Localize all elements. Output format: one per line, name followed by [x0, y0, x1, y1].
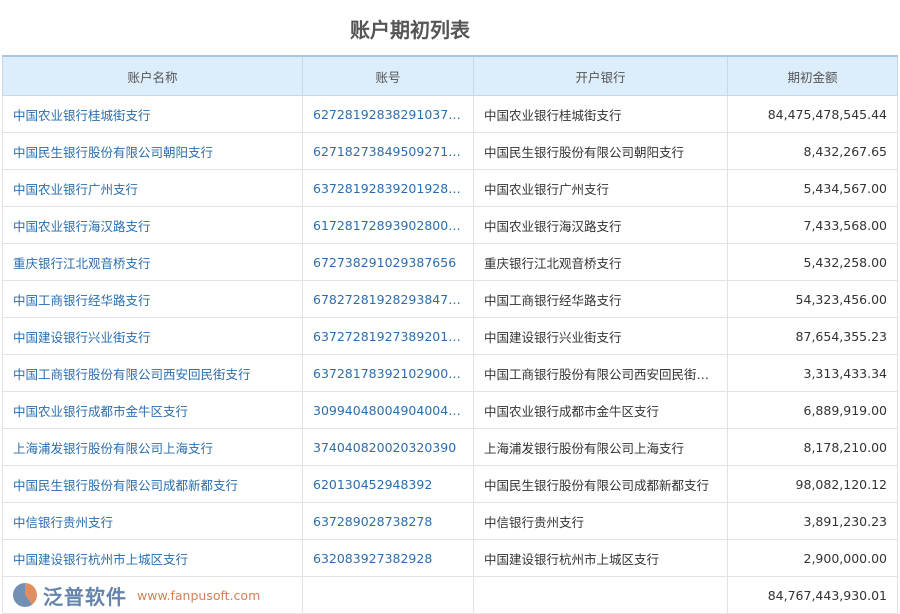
cell-bank: 中国民生银行股份有限公司朝阳支行	[473, 132, 728, 170]
cell-account-name[interactable]: 中国民生银行股份有限公司朝阳支行	[2, 132, 303, 170]
cell-account-number[interactable]: 637289028738278	[302, 502, 474, 540]
cell-account-number[interactable]: 3099404800490400490	[302, 391, 474, 429]
table-row[interactable]: 中国工商银行股份有限公司西安回民街支行 6372817839210290000 中国…	[2, 354, 898, 392]
cell-bank: 中信银行贵州支行	[473, 502, 728, 540]
watermark-url: www.fanpusoft.com	[137, 587, 261, 603]
cell-opening-amount: 2,900,000.00	[727, 539, 898, 577]
cell-account-number[interactable]: 374040820020320390	[302, 428, 474, 466]
cell-account-number[interactable]: 6271827384950927183	[302, 132, 474, 170]
table-row[interactable]: 中信银行贵州支行 637289028738278 中信银行贵州支行 3,891,230…	[2, 502, 898, 540]
cell-opening-amount: 8,178,210.00	[727, 428, 898, 466]
table-row[interactable]: 中国建设银行兴业街支行 6372728192738920192 中国建设银行兴业街支…	[2, 317, 898, 355]
cell-account-number[interactable]: 672738291029387656	[302, 243, 474, 281]
cell-bank: 中国农业银行海汉路支行	[473, 206, 728, 244]
table-row[interactable]: 中国民生银行股份有限公司朝阳支行 6271827384950927183 中国民生银…	[2, 132, 898, 170]
cell-opening-amount: 6,889,919.00	[727, 391, 898, 429]
cell-opening-amount: 7,433,568.00	[727, 206, 898, 244]
table-row[interactable]: 中国建设银行杭州市上城区支行 632083927382928 中国建设银行杭州市上城…	[2, 539, 898, 577]
cell-bank: 中国工商银行经华路支行	[473, 280, 728, 318]
cell-account-name[interactable]: 中国农业银行广州支行	[2, 169, 303, 207]
watermark: 泛普软件 www.fanpusoft.com	[13, 581, 292, 610]
cell-account-number[interactable]: 6272819283829103728	[302, 95, 474, 133]
cell-bank: 中国农业银行成都市金牛区支行	[473, 391, 728, 429]
cell-account-name[interactable]: 中国农业银行海汉路支行	[2, 206, 303, 244]
brand-logo-icon	[13, 583, 37, 607]
cell-account-number[interactable]: 6372819283920192837	[302, 169, 474, 207]
cell-opening-amount: 5,432,258.00	[727, 243, 898, 281]
total-amount: 84,767,443,930.01	[727, 576, 898, 614]
table-row[interactable]: 上海浦发银行股份有限公司上海支行 374040820020320390 上海浦发银行…	[2, 428, 898, 466]
cell-account-number[interactable]: 6372817839210290000	[302, 354, 474, 392]
table-row[interactable]: 中国农业银行桂城街支行 6272819283829103728 中国农业银行桂城街支…	[2, 95, 898, 133]
cell-bank: 重庆银行江北观音桥支行	[473, 243, 728, 281]
table-row[interactable]: 中国农业银行成都市金牛区支行 3099404800490400490 中国农业银行成…	[2, 391, 898, 429]
account-table: 账户名称 账号 开户银行 期初金额 中国农业银行桂城街支行 62728192838…	[2, 55, 898, 614]
cell-account-name[interactable]: 中国农业银行桂城街支行	[2, 95, 303, 133]
cell-opening-amount: 3,313,433.34	[727, 354, 898, 392]
table-row[interactable]: 中国民生银行股份有限公司成都新都支行 620130452948392 中国民生银行股…	[2, 465, 898, 503]
col-opening-amount[interactable]: 期初金额	[727, 55, 898, 96]
cell-account-name[interactable]: 中国农业银行成都市金牛区支行	[2, 391, 303, 429]
cell-account-number[interactable]: 632083927382928	[302, 539, 474, 577]
cell-opening-amount: 5,434,567.00	[727, 169, 898, 207]
cell-bank: 上海浦发银行股份有限公司上海支行	[473, 428, 728, 466]
cell-opening-amount: 8,432,267.65	[727, 132, 898, 170]
cell-bank: 中国民生银行股份有限公司成都新都支行	[473, 465, 728, 503]
cell-account-name[interactable]: 中信银行贵州支行	[2, 502, 303, 540]
table-row[interactable]: 中国农业银行广州支行 6372819283920192837 中国农业银行广州支行 5…	[2, 169, 898, 207]
table-header: 账户名称 账号 开户银行 期初金额	[2, 55, 898, 96]
cell-account-name[interactable]: 中国民生银行股份有限公司成都新都支行	[2, 465, 303, 503]
cell-opening-amount: 87,654,355.23	[727, 317, 898, 355]
cell-bank: 中国建设银行兴业街支行	[473, 317, 728, 355]
cell-account-number[interactable]: 6372728192738920192	[302, 317, 474, 355]
cell-account-name[interactable]: 中国建设银行杭州市上城区支行	[2, 539, 303, 577]
cell-account-name[interactable]: 重庆银行江北观音桥支行	[2, 243, 303, 281]
total-empty-cell	[302, 576, 474, 614]
watermark-cell: 泛普软件 www.fanpusoft.com	[2, 576, 303, 614]
cell-bank: 中国农业银行桂城街支行	[473, 95, 728, 133]
cell-account-number[interactable]: 6172817289390280000	[302, 206, 474, 244]
table-row[interactable]: 中国农业银行海汉路支行 6172817289390280000 中国农业银行海汉路支…	[2, 206, 898, 244]
col-account-name[interactable]: 账户名称	[2, 55, 303, 96]
cell-account-number[interactable]: 6782728192829384782	[302, 280, 474, 318]
watermark-brand: 泛普软件	[43, 584, 127, 609]
cell-account-name[interactable]: 中国建设银行兴业街支行	[2, 317, 303, 355]
cell-bank: 中国建设银行杭州市上城区支行	[473, 539, 728, 577]
cell-opening-amount: 3,891,230.23	[727, 502, 898, 540]
total-empty-cell	[473, 576, 728, 614]
cell-account-number[interactable]: 620130452948392	[302, 465, 474, 503]
cell-account-name[interactable]: 上海浦发银行股份有限公司上海支行	[2, 428, 303, 466]
cell-account-name[interactable]: 中国工商银行经华路支行	[2, 280, 303, 318]
col-bank[interactable]: 开户银行	[473, 55, 728, 96]
cell-account-name[interactable]: 中国工商银行股份有限公司西安回民街支行	[2, 354, 303, 392]
page-title: 账户期初列表	[350, 18, 470, 42]
cell-opening-amount: 54,323,456.00	[727, 280, 898, 318]
table-row[interactable]: 重庆银行江北观音桥支行 672738291029387656 重庆银行江北观音桥支行…	[2, 243, 898, 281]
col-account-number[interactable]: 账号	[302, 55, 474, 96]
cell-opening-amount: 98,082,120.12	[727, 465, 898, 503]
cell-opening-amount: 84,475,478,545.44	[727, 95, 898, 133]
total-row: 泛普软件 www.fanpusoft.com 84,767,443,930.01	[2, 576, 898, 614]
cell-bank: 中国农业银行广州支行	[473, 169, 728, 207]
table-row[interactable]: 中国工商银行经华路支行 6782728192829384782 中国工商银行经华路支…	[2, 280, 898, 318]
cell-bank: 中国工商银行股份有限公司西安回民街支行	[473, 354, 728, 392]
